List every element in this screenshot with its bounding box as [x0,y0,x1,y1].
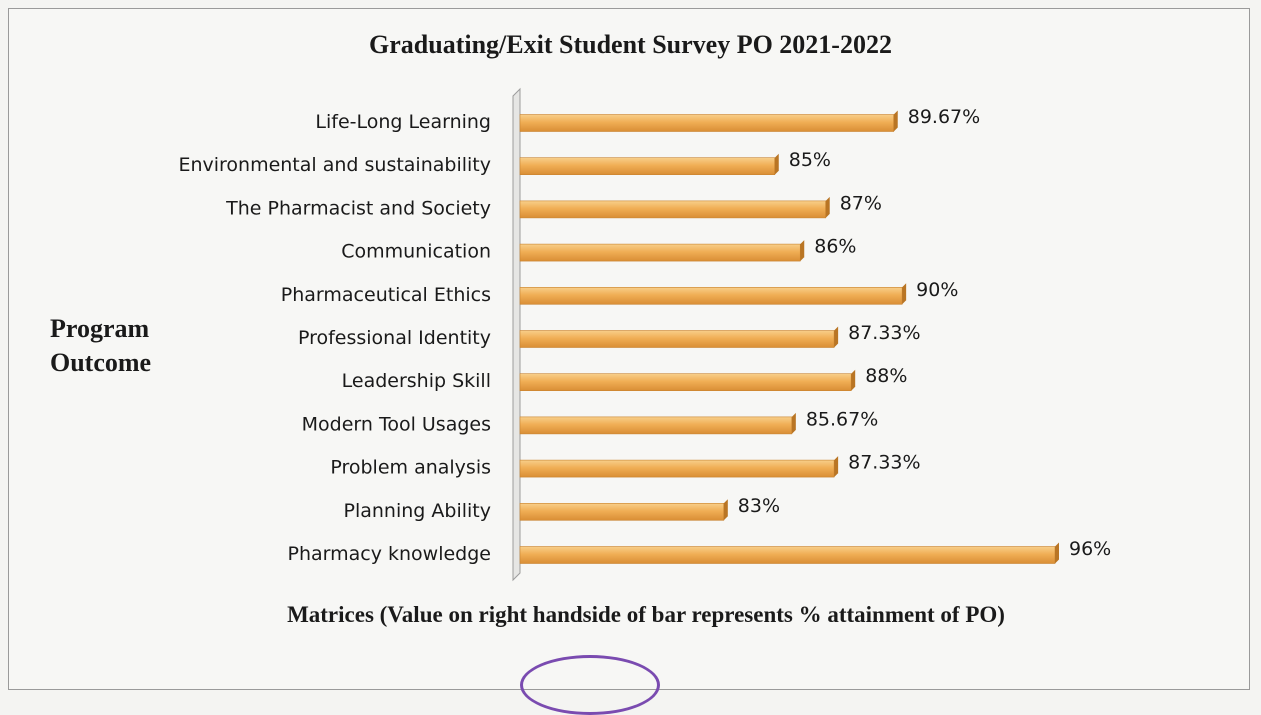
category-label: Pharmaceutical Ethics [281,284,491,306]
category-label: Problem analysis [330,457,491,479]
category-label: Professional Identity [298,327,491,349]
category-label: The Pharmacist and Society [225,197,491,219]
y-axis-title-line-2: Outcome [50,348,152,377]
bar-end-cap [774,153,779,175]
bar [519,459,835,478]
bar-end-cap [791,412,796,434]
value-label: 85.67% [806,408,878,430]
value-label: 96% [1069,538,1111,560]
y-axis-title-line-1: Program [50,314,150,343]
value-label: 90% [916,279,958,301]
bar [519,416,793,435]
bar-chart: Life-Long Learning 89.67% Environmental an… [178,87,1111,582]
bar-end-cap [723,499,728,521]
seal-stamp [520,655,660,715]
value-label: 89.67% [908,106,980,128]
bar [519,286,903,305]
x-axis-title: Matrices (Value on right handside of bar… [287,602,1005,627]
bar [519,330,835,348]
value-label: 88% [865,365,907,387]
category-label: Environmental and sustainability [178,154,491,176]
bar [519,546,1056,564]
bar-end-cap [1055,542,1059,564]
bar-end-cap [825,196,830,218]
category-label: Pharmacy knowledge [288,543,492,565]
value-label: 86% [814,236,856,258]
bar-end-cap [834,456,839,478]
value-label: 83% [738,495,780,517]
bar [519,373,852,392]
category-label: Life-Long Learning [315,111,491,133]
bar [519,200,827,219]
bar [519,157,776,175]
bar-end-cap [902,283,907,305]
bar [519,243,801,262]
bar-end-cap [800,240,805,262]
bar-end-cap [851,369,856,391]
y-axis-title: Program Outcome [50,312,190,380]
axis-wall [512,87,521,582]
value-label: 87% [840,192,882,214]
bar-end-cap [834,326,839,348]
value-label: 85% [789,149,831,171]
value-label: 87.33% [848,322,920,344]
bar [519,502,725,521]
category-label: Communication [341,241,491,263]
bar-end-cap [893,110,898,132]
category-label: Planning Ability [344,500,491,522]
value-label: 87.33% [848,452,920,474]
bar [519,114,895,132]
category-label: Modern Tool Usages [302,413,491,435]
category-label: Leadership Skill [342,370,491,392]
chart-title: Graduating/Exit Student Survey PO 2021-2… [369,30,892,59]
